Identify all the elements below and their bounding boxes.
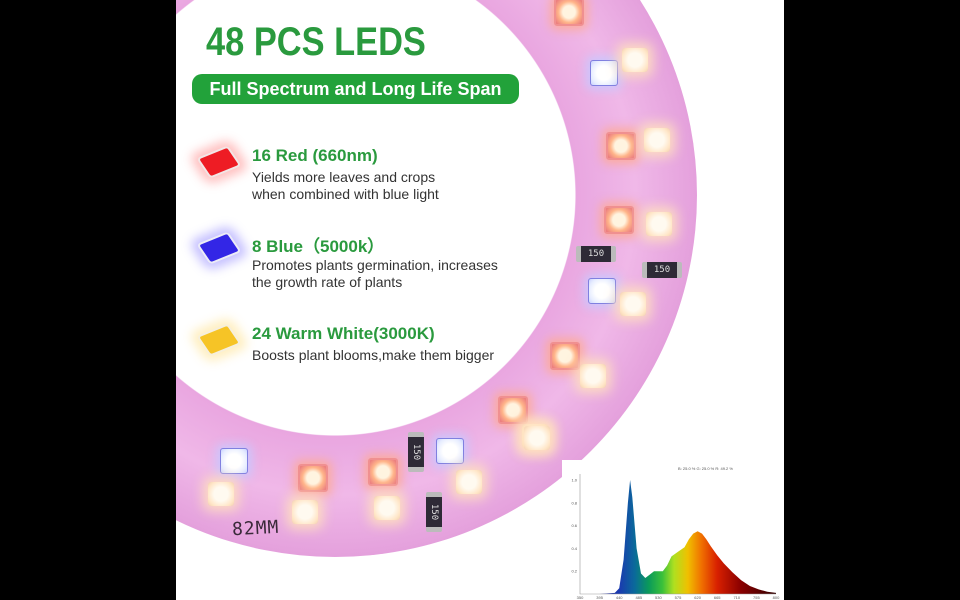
feature-description: Yields more leaves and crops when combin… — [252, 169, 439, 202]
x-tick-label: 485 — [635, 595, 642, 600]
blue-led — [436, 438, 464, 464]
feature-heading: 16 Red (660nm) — [252, 146, 378, 165]
y-tick-label: 0.4 — [571, 546, 577, 551]
warm-white-led — [208, 482, 234, 506]
subtitle-banner: Full Spectrum and Long Life Span — [192, 74, 519, 104]
warm-white-led — [292, 500, 318, 524]
x-tick-label: 800 — [773, 595, 780, 600]
warm-white-led — [524, 426, 550, 450]
warm-white-led — [644, 128, 670, 152]
resistor: 150 — [408, 432, 424, 472]
y-tick-label: 0.8 — [571, 500, 577, 505]
y-tick-label: 0.6 — [571, 523, 577, 528]
y-tick-label: 0.2 — [571, 569, 577, 574]
warm-white-led — [620, 292, 646, 316]
blue-led — [588, 278, 616, 304]
feature-heading: 24 Warm White(3000K) — [252, 324, 435, 343]
x-tick-label: 620 — [694, 595, 701, 600]
x-tick-label: 665 — [714, 595, 721, 600]
warm-white-led — [456, 470, 482, 494]
resistor: 150 — [642, 262, 682, 278]
chart-legend: B: 25.0 % G: 25.0 % R: 49.2 % — [678, 466, 733, 471]
red-led — [606, 132, 636, 160]
red-led — [368, 458, 398, 486]
warm-white-led — [580, 364, 606, 388]
red-led — [498, 396, 528, 424]
blue-led — [590, 60, 618, 86]
resistor: 150 — [576, 246, 616, 262]
page-title: 48 PCS LEDS — [206, 20, 426, 64]
x-tick-label: 710 — [733, 595, 740, 600]
feature-description: Promotes plants germination, increases t… — [252, 257, 498, 290]
x-tick-label: 755 — [753, 595, 760, 600]
red-led — [550, 342, 580, 370]
spectrum-plot: 0.2 0.4 0.6 0.8 1.0 350 395 440 485 530 575 620 665 7… — [571, 474, 780, 600]
y-tick-label: 1.0 — [571, 478, 577, 483]
product-infographic: 150 150 150 150 82MM 48 PCS LEDS Full Sp… — [176, 0, 784, 600]
spectrum-area — [580, 480, 776, 594]
red-led — [298, 464, 328, 492]
spectrum-chart: B: 25.0 % G: 25.0 % R: 49.2 % 0.2 0.4 0.6 0… — [562, 460, 784, 600]
blue-led — [220, 448, 248, 474]
x-tick-label: 530 — [655, 595, 662, 600]
x-tick-label: 350 — [577, 595, 584, 600]
ring-size-label: 82MM — [231, 516, 280, 541]
red-led — [604, 206, 634, 234]
feature-heading: 8 Blue（5000k） — [252, 237, 385, 256]
feature-description: Boosts plant blooms,make them bigger — [252, 347, 495, 363]
red-led — [554, 0, 584, 26]
warm-white-led — [374, 496, 400, 520]
x-tick-label: 395 — [596, 595, 603, 600]
warm-white-led — [622, 48, 648, 72]
resistor: 150 — [426, 492, 442, 532]
x-tick-label: 575 — [675, 595, 682, 600]
x-tick-label: 440 — [616, 595, 623, 600]
warm-white-led — [646, 212, 672, 236]
